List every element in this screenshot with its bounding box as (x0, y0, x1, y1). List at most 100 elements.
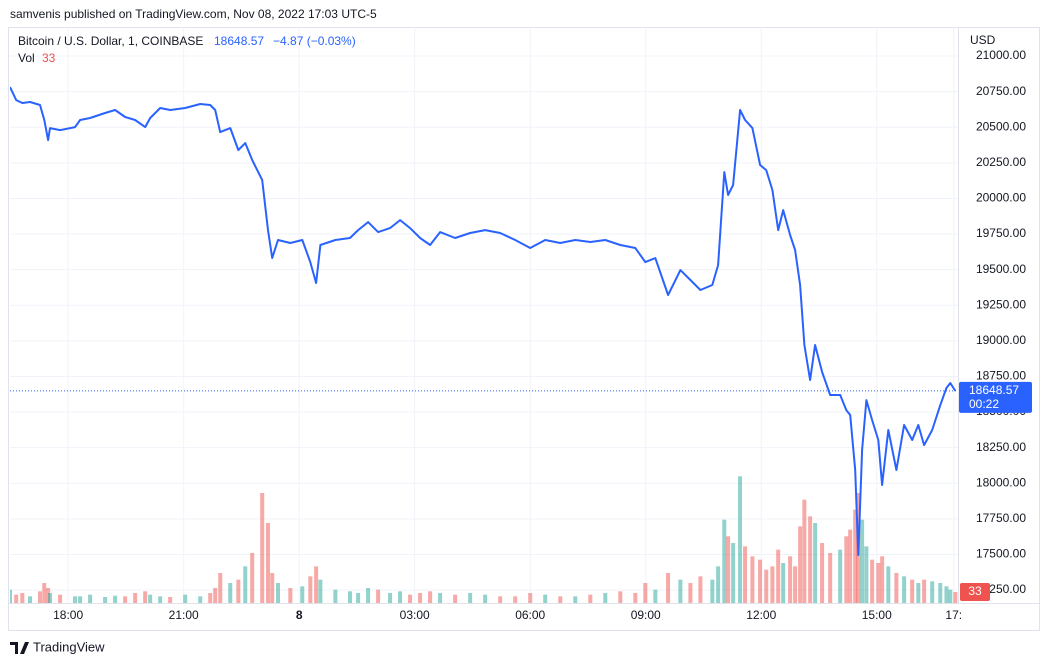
volume-bar (270, 573, 275, 603)
volume-bar (198, 596, 203, 603)
y-tick-label: 19000.00 (976, 333, 1026, 347)
volume-bar (781, 563, 786, 603)
volume-bar (428, 591, 433, 603)
price-tag-value: 18648.57 (969, 383, 1019, 397)
volume-bar (844, 536, 849, 603)
volume-bar (356, 593, 361, 603)
volume-bar (798, 526, 803, 603)
volume-bar (113, 595, 118, 603)
y-tick-label: 20000.00 (976, 191, 1026, 205)
volume-bar (588, 594, 593, 603)
x-tick-label: 03:00 (400, 608, 430, 622)
volume-bar (513, 596, 518, 603)
volume-bar (743, 546, 748, 603)
volume-bar (808, 516, 813, 603)
volume-bar (398, 591, 403, 603)
volume-bar (168, 597, 173, 603)
volume-bar (236, 579, 241, 603)
y-tick-label: 20250.00 (976, 155, 1026, 169)
y-tick-label: 18750.00 (976, 369, 1026, 383)
y-tick-label: 18000.00 (976, 475, 1026, 489)
volume-bar (158, 596, 163, 603)
volume-bar (388, 593, 393, 603)
volume-bar (633, 593, 638, 603)
volume-bar (250, 553, 255, 603)
volume-bar (228, 583, 233, 603)
volume-bar (243, 566, 248, 603)
volume-bar (213, 588, 218, 603)
volume-bar (418, 593, 423, 603)
volume-bar (528, 593, 533, 603)
x-tick-label: 17: (945, 608, 962, 622)
volume-bar (10, 589, 12, 603)
x-tick-label: 8 (296, 608, 303, 622)
y-tick-label: 18250.00 (976, 440, 1026, 454)
volume-bar (438, 593, 443, 603)
volume-bar (910, 579, 915, 603)
x-tick-label: 09:00 (631, 608, 661, 622)
volume-bar (148, 594, 153, 603)
volume-bar (88, 594, 93, 603)
volume-bar (288, 588, 293, 603)
volume-bar (48, 593, 53, 603)
volume-bar (688, 583, 693, 603)
volume-bar (314, 566, 319, 603)
price-tag (959, 381, 1032, 413)
volume-bar (953, 592, 958, 603)
volume-bar (28, 596, 33, 603)
volume-bar (38, 591, 43, 603)
y-tick-label: 17500.00 (976, 547, 1026, 561)
volume-bar (366, 588, 371, 603)
x-tick-label: 21:00 (169, 608, 199, 622)
volume-bar (776, 549, 781, 603)
volume-bar (750, 556, 755, 603)
volume-bar (42, 583, 47, 603)
volume-bar (880, 556, 885, 603)
volume-bar (698, 576, 703, 603)
footer-brand: TradingView (33, 639, 105, 654)
volume-tag (960, 583, 990, 601)
chart-title: Bitcoin / U.S. Dollar, 1, COINBASE (18, 34, 203, 48)
volume-bar (265, 523, 270, 603)
y-tick-label: 17750.00 (976, 511, 1026, 525)
y-tick-label: 19250.00 (976, 297, 1026, 311)
volume-bar (930, 581, 935, 603)
volume-bar (453, 594, 458, 603)
volume-bar (731, 543, 736, 603)
y-tick-label: 19750.00 (976, 226, 1026, 240)
volume-bar (218, 573, 223, 603)
volume-bar (886, 566, 891, 603)
volume-tag-value: 33 (968, 584, 982, 598)
volume-bar (948, 589, 953, 603)
volume-bar (543, 594, 548, 603)
volume-bar (848, 529, 853, 603)
volume-bar (275, 583, 280, 603)
volume-bar (813, 523, 818, 603)
x-tick-label: 12:00 (746, 608, 776, 622)
volume-bar (468, 593, 473, 603)
volume-bar (944, 586, 949, 603)
volume-bar (716, 566, 721, 603)
volume-bar (722, 519, 727, 603)
volume-bar (916, 583, 921, 603)
price-tag-countdown: 00:22 (969, 397, 999, 411)
price-line (10, 86, 957, 556)
volume-bar (573, 596, 578, 603)
y-tick-label: 21000.00 (976, 48, 1026, 62)
x-tick-label: 15:00 (862, 608, 892, 622)
volume-bar (618, 591, 623, 603)
volume-bar (603, 593, 608, 603)
volume-bar (58, 594, 63, 603)
volume-bar (308, 576, 313, 603)
volume-bar (938, 583, 943, 603)
volume-bar (78, 596, 83, 603)
volume-bar (318, 579, 323, 603)
volume-bar (143, 591, 148, 603)
volume-bar (770, 566, 775, 603)
volume-bar (376, 589, 381, 603)
y-tick-label: 20500.00 (976, 119, 1026, 133)
volume-label: Vol (18, 51, 35, 65)
x-tick-label: 06:00 (515, 608, 545, 622)
y-tick-label: 19500.00 (976, 262, 1026, 276)
